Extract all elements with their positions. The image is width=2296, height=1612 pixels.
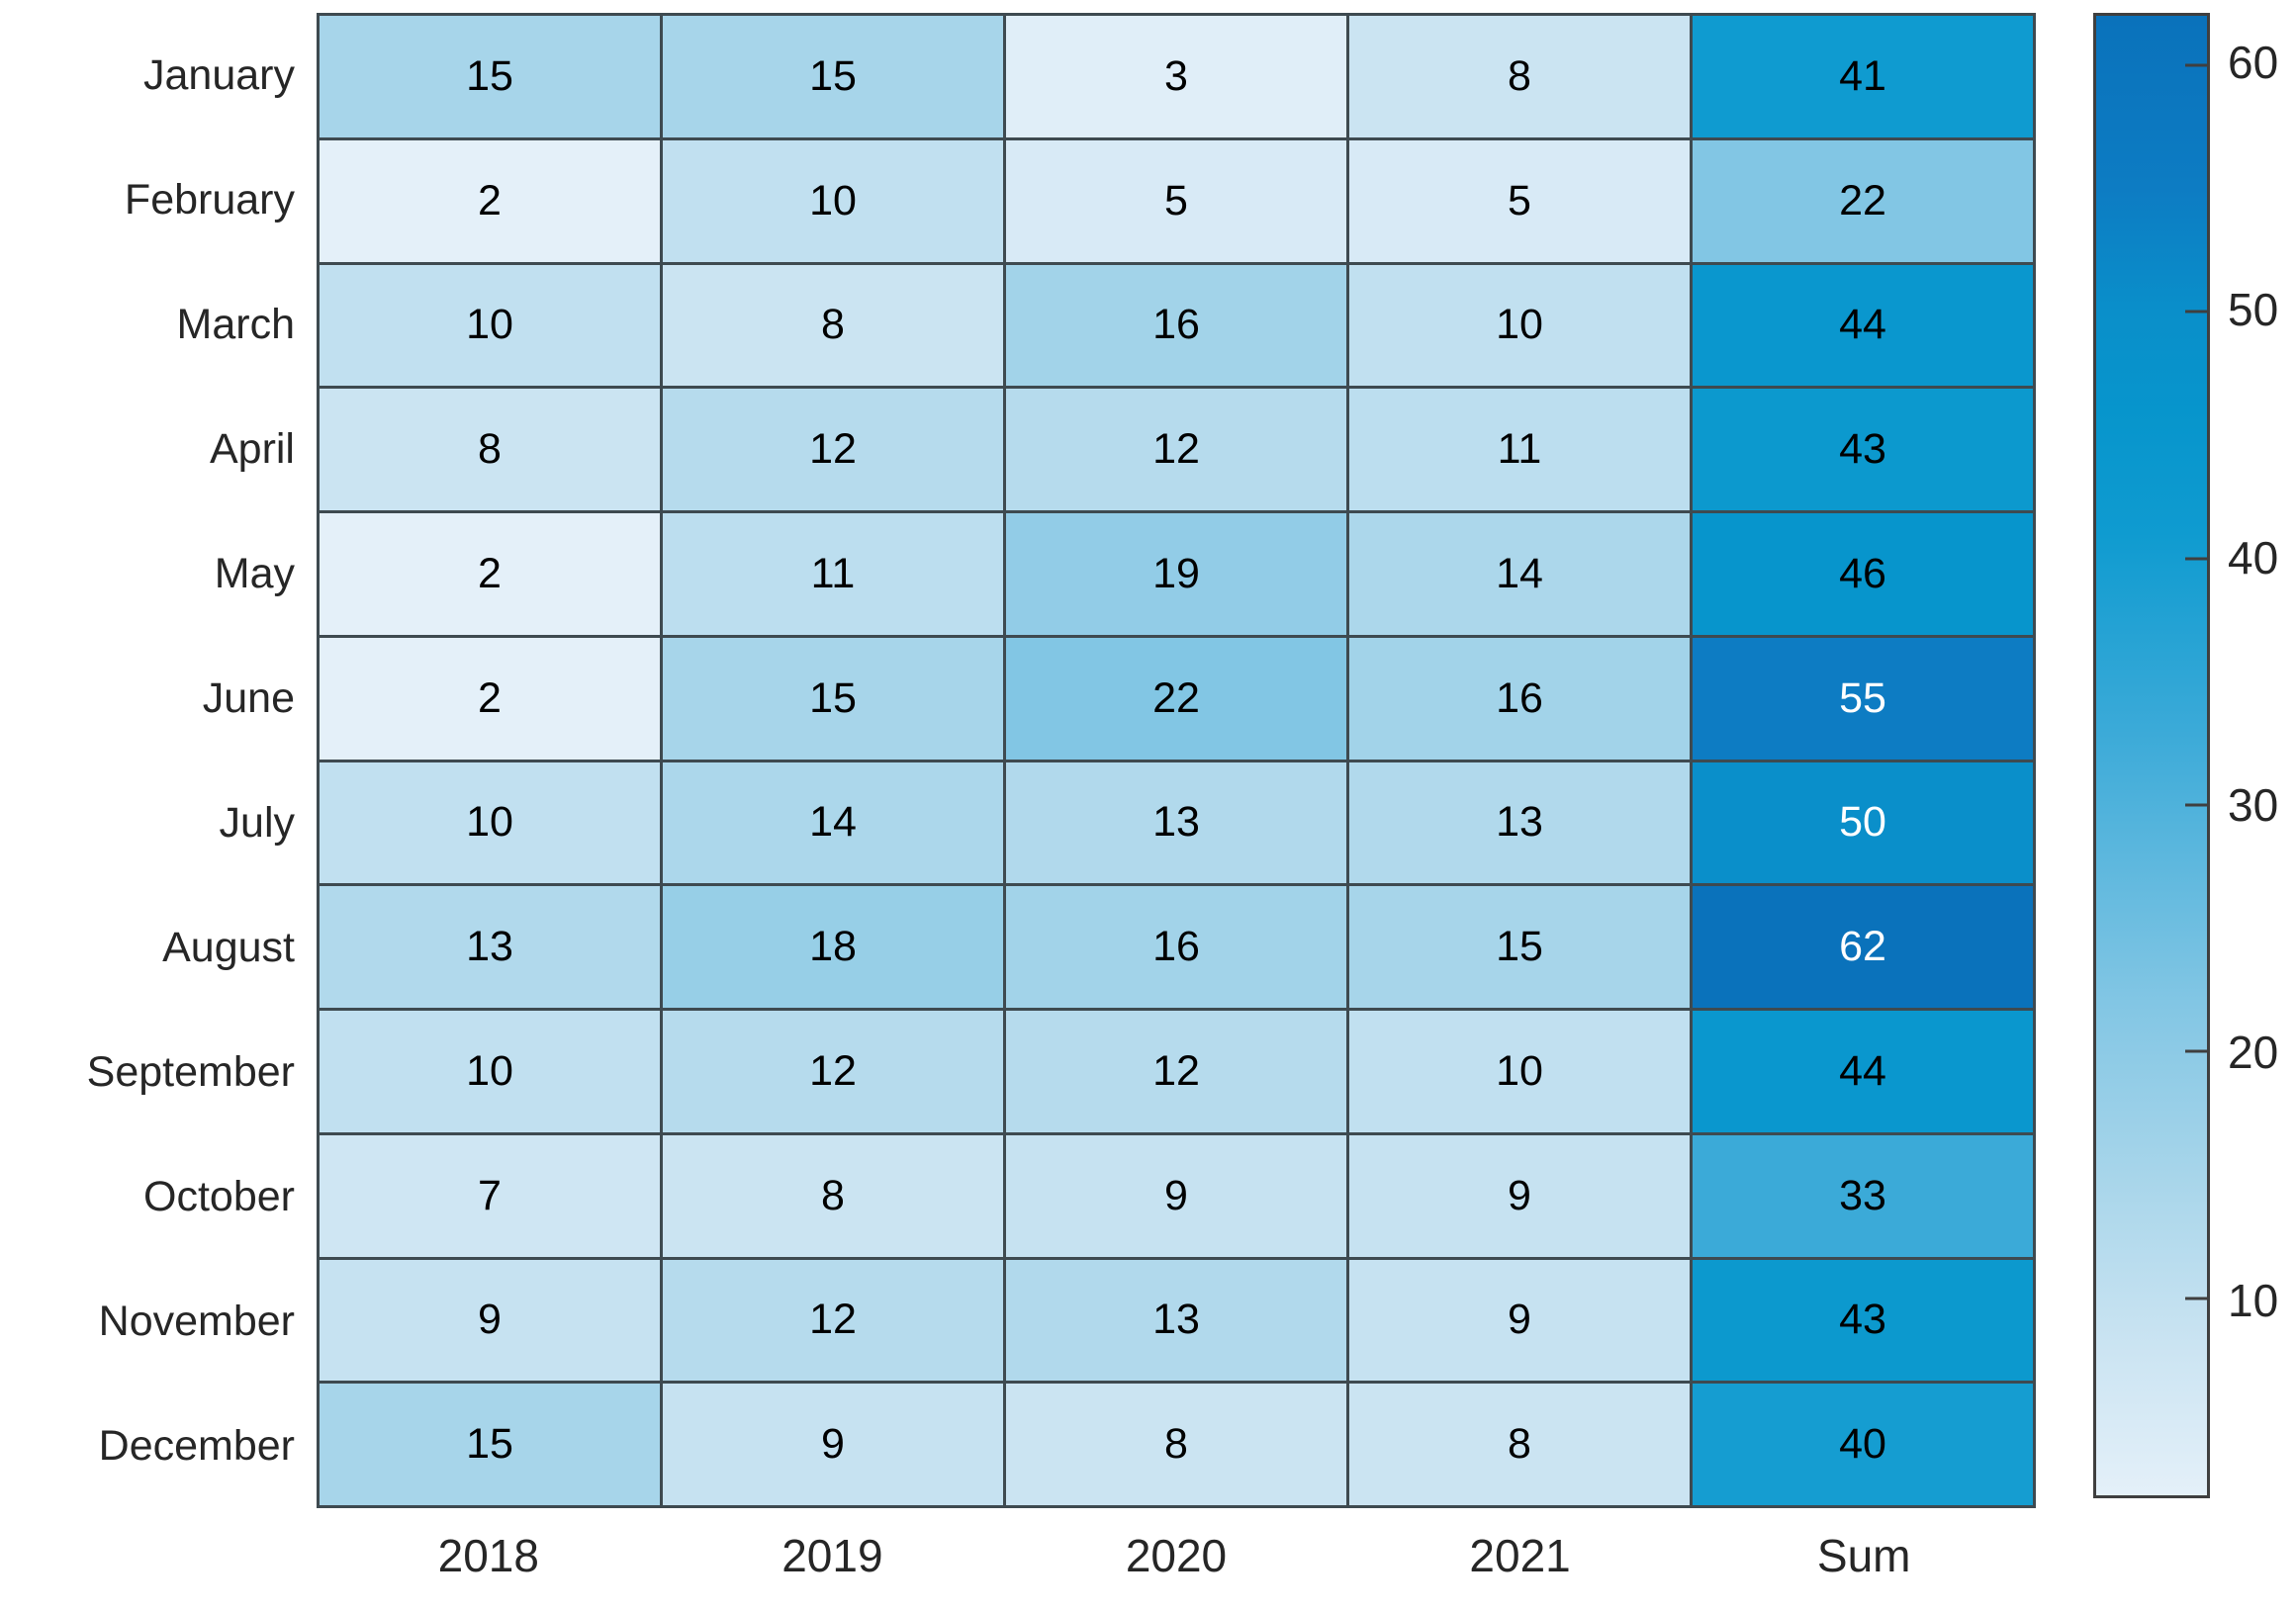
heatmap-cell: 2 — [320, 139, 660, 262]
heatmap-cell: 46 — [1693, 513, 2033, 635]
heatmap-cell: 9 — [320, 1259, 660, 1382]
heatmap-cell: 10 — [1349, 264, 1690, 387]
heatmap-cell: 7 — [320, 1134, 660, 1257]
heatmap-cell: 3 — [1006, 16, 1346, 137]
colorbar-tick-label: 40 — [2228, 531, 2279, 583]
heatmap-cell: 16 — [1349, 637, 1690, 760]
heatmap-cell: 62 — [1693, 886, 2033, 1008]
heatmap-cell: 40 — [1693, 1384, 2033, 1505]
row-label: November — [98, 1297, 295, 1345]
heatmap-cell: 44 — [1693, 1011, 2033, 1132]
heatmap-cell: 2 — [320, 513, 660, 635]
heatmap-cell: 8 — [320, 389, 660, 510]
row-label: December — [98, 1421, 295, 1470]
heatmap-cell: 16 — [1006, 886, 1346, 1008]
heatmap-cell: 43 — [1693, 1259, 2033, 1382]
heatmap-cell: 12 — [1006, 389, 1346, 510]
row-label: September — [86, 1047, 295, 1096]
heatmap-cell: 15 — [320, 1384, 660, 1505]
heatmap-cell: 8 — [1349, 1384, 1690, 1505]
heatmap-cell: 14 — [663, 761, 1003, 884]
heatmap-cell: 13 — [1349, 761, 1690, 884]
colorbar — [2093, 13, 2210, 1498]
colorbar-tick — [2185, 310, 2207, 313]
heatmap-cell: 9 — [1349, 1134, 1690, 1257]
row-label: October — [143, 1172, 295, 1220]
heatmap-cell: 11 — [1349, 389, 1690, 510]
heatmap-cell: 12 — [663, 389, 1003, 510]
heatmap-cell: 8 — [1006, 1384, 1346, 1505]
row-label: August — [162, 923, 295, 971]
heatmap-cell: 18 — [663, 886, 1003, 1008]
colorbar-tick-label: 50 — [2228, 284, 2279, 336]
row-label: April — [209, 424, 295, 473]
heatmap-cell: 2 — [320, 637, 660, 760]
column-label: 2020 — [1125, 1530, 1228, 1581]
heatmap-cell: 15 — [663, 637, 1003, 760]
colorbar-tick — [2185, 1049, 2207, 1053]
heatmap-cell: 8 — [1349, 16, 1690, 137]
heatmap-cell: 16 — [1006, 264, 1346, 387]
heatmap-cell: 12 — [663, 1011, 1003, 1132]
heatmap-cell: 19 — [1006, 513, 1346, 635]
heatmap-cell: 13 — [320, 886, 660, 1008]
row-label: February — [124, 175, 295, 224]
heatmap-cell: 8 — [663, 1134, 1003, 1257]
column-label: 2021 — [1469, 1530, 1571, 1581]
heatmap-cell: 43 — [1693, 389, 2033, 510]
row-label: July — [219, 798, 295, 847]
heatmap-cell: 9 — [663, 1384, 1003, 1505]
heatmap-cell: 15 — [1349, 886, 1690, 1008]
heatmap-cell: 10 — [663, 139, 1003, 262]
heatmap-cell: 12 — [663, 1259, 1003, 1382]
heatmap-cell: 22 — [1006, 637, 1346, 760]
colorbar-tick — [2185, 63, 2207, 67]
heatmap-cell: 22 — [1693, 139, 2033, 262]
row-labels: January February March April May June July Augu… — [0, 13, 299, 1508]
heatmap-cell: 12 — [1006, 1011, 1346, 1132]
column-label: 2019 — [781, 1530, 883, 1581]
heatmap-cell: 14 — [1349, 513, 1690, 635]
heatmap-cell: 15 — [663, 16, 1003, 137]
column-label: Sum — [1816, 1530, 1911, 1581]
colorbar-tick-label: 60 — [2228, 37, 2279, 89]
heatmap-cell: 15 — [320, 16, 660, 137]
row-label: June — [202, 673, 295, 722]
heatmap-cell: 10 — [320, 264, 660, 387]
heatmap-cell: 55 — [1693, 637, 2033, 760]
heatmap-cell: 9 — [1349, 1259, 1690, 1382]
row-label: May — [214, 549, 295, 597]
colorbar-tick-labels: 10 20 30 40 50 60 — [2228, 13, 2296, 1498]
heatmap-cell: 50 — [1693, 761, 2033, 884]
heatmap-cell: 13 — [1006, 1259, 1346, 1382]
heatmap-cell: 41 — [1693, 16, 2033, 137]
colorbar-tick — [2185, 803, 2207, 807]
column-labels: 2018 2019 2020 2021 Sum — [317, 1523, 2036, 1588]
colorbar-tick-label: 10 — [2228, 1274, 2279, 1326]
heatmap-cell: 11 — [663, 513, 1003, 635]
row-label: March — [176, 300, 295, 348]
heatmap-grid: 15 15 3 8 41 2 10 5 5 22 10 8 16 10 44 8 12 12 11 43 2 11 19 14… — [317, 13, 2036, 1508]
heatmap-cell: 8 — [663, 264, 1003, 387]
heatmap-cell: 5 — [1349, 139, 1690, 262]
heatmap-cell: 5 — [1006, 139, 1346, 262]
colorbar-tick — [2185, 557, 2207, 561]
heatmap-cell: 9 — [1006, 1134, 1346, 1257]
heatmap-cell: 10 — [320, 761, 660, 884]
row-label: January — [143, 50, 295, 99]
column-label: 2018 — [437, 1530, 539, 1581]
heatmap-cell: 10 — [1349, 1011, 1690, 1132]
heatmap-cell: 13 — [1006, 761, 1346, 884]
heatmap-cell: 33 — [1693, 1134, 2033, 1257]
heatmap-cell: 10 — [320, 1011, 660, 1132]
colorbar-tick-label: 30 — [2228, 779, 2279, 832]
colorbar-tick — [2185, 1297, 2207, 1300]
colorbar-tick-label: 20 — [2228, 1027, 2279, 1079]
heatmap-cell: 44 — [1693, 264, 2033, 387]
